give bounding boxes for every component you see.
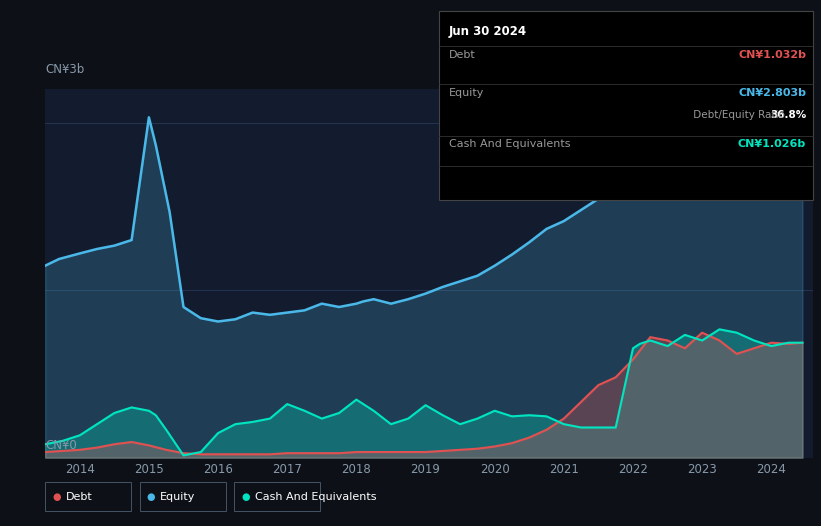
Text: Debt: Debt	[66, 491, 93, 502]
Text: CN¥1.026b: CN¥1.026b	[738, 139, 806, 149]
Text: CN¥1.032b: CN¥1.032b	[738, 50, 806, 60]
Text: ●: ●	[147, 491, 155, 502]
Text: CN¥0: CN¥0	[45, 439, 77, 452]
Text: Cash And Equivalents: Cash And Equivalents	[449, 139, 571, 149]
Text: ●: ●	[53, 491, 61, 502]
Text: Cash And Equivalents: Cash And Equivalents	[255, 491, 376, 502]
Text: Debt: Debt	[449, 50, 476, 60]
Text: Equity: Equity	[449, 88, 484, 98]
Text: Jun 30 2024: Jun 30 2024	[449, 25, 527, 38]
Text: CN¥2.803b: CN¥2.803b	[738, 88, 806, 98]
Text: ●: ●	[241, 491, 250, 502]
Text: CN¥3b: CN¥3b	[45, 63, 85, 76]
Text: Debt/Equity Ratio: Debt/Equity Ratio	[690, 110, 785, 120]
Text: 36.8%: 36.8%	[770, 110, 806, 120]
Text: Equity: Equity	[160, 491, 195, 502]
